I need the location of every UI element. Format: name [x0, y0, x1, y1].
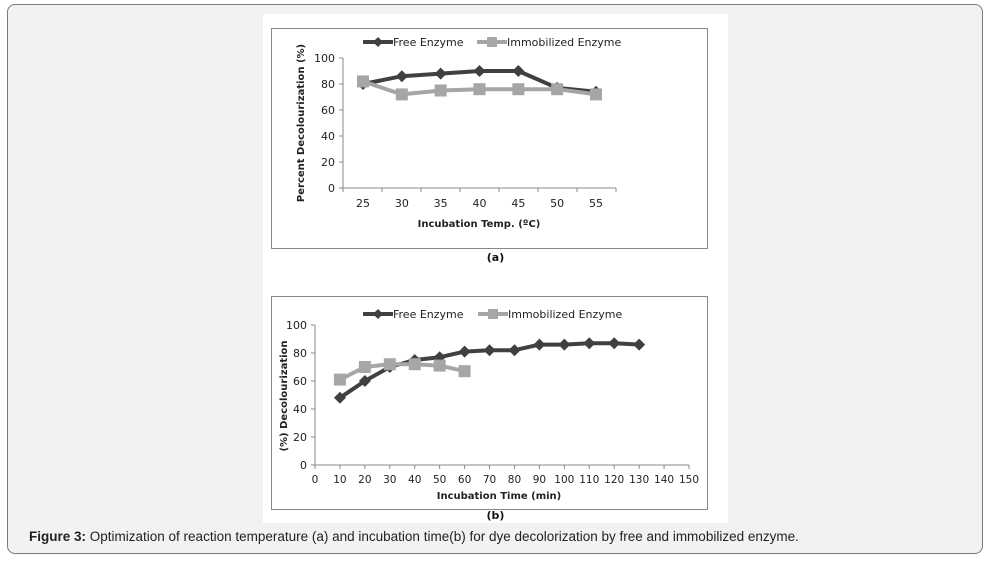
x-tick-label: 100: [554, 474, 574, 486]
figure-image: 0 20 40 60 80 100 25 30 35 40 45 50 55 Incubation Tem…: [263, 14, 728, 523]
chart-a-x-axis-title: Incubation Temp. (ºC): [418, 219, 541, 230]
data-point-free-enzyme: [533, 338, 546, 351]
data-point-immobilized-enzyme: [383, 358, 396, 371]
data-point-free-enzyme: [583, 337, 596, 350]
data-point-immobilized-enzyme: [458, 365, 471, 378]
chart-a-border: [271, 28, 708, 249]
legend-label-free-enzyme: Free Enzyme: [393, 308, 464, 321]
y-tick-label: 40: [293, 403, 307, 416]
data-point-immobilized-enzyme: [434, 84, 447, 97]
data-point-immobilized-enzyme: [590, 88, 602, 101]
legend-label-immobilized-enzyme: Immobilized Enzyme: [507, 36, 621, 49]
x-tick-label: 45: [511, 197, 525, 210]
legend-label-free-enzyme: Free Enzyme: [393, 36, 464, 49]
data-point-immobilized-enzyme: [358, 361, 371, 373]
data-point-free-enzyme: [633, 338, 646, 351]
chart-a-y-axis-title: Percent Decolourization (%): [296, 44, 307, 202]
data-point-immobilized-enzyme: [357, 75, 369, 88]
x-tick-label: 30: [383, 474, 396, 486]
x-tick-label: 110: [579, 474, 599, 486]
x-tick-label: 140: [654, 474, 674, 486]
chart-b-panel-label: (b): [486, 509, 505, 522]
x-tick-label: 150: [679, 474, 699, 486]
data-point-free-enzyme: [358, 375, 371, 387]
legend-marker-immobilized-enzyme: [488, 309, 498, 319]
data-point-immobilized-enzyme: [512, 83, 525, 96]
data-point-free-enzyme: [473, 65, 486, 77]
legend-marker-immobilized-enzyme: [487, 37, 497, 47]
data-point-immobilized-enzyme: [333, 373, 346, 386]
x-tick-label: 50: [550, 197, 564, 210]
caption-label: Figure 3:: [29, 529, 87, 544]
y-tick-label: 60: [293, 375, 307, 388]
y-tick-label: 80: [293, 347, 307, 360]
data-point-immobilized-enzyme: [433, 359, 446, 372]
legend-label-immobilized-enzyme: Immobilized Enzyme: [508, 308, 622, 321]
chart-b-x-axis-title: Incubation Time (min): [437, 491, 562, 502]
data-point-immobilized-enzyme: [473, 83, 486, 96]
x-tick-label: 90: [533, 474, 546, 486]
y-tick-label: 0: [300, 459, 307, 472]
y-tick-label: 100: [286, 319, 307, 332]
chart-b: 0 20 40 60 80 100 0 10 20 30 40 50 60 70 80 90 100 110 120…: [271, 296, 708, 510]
data-point-immobilized-enzyme: [551, 83, 564, 96]
x-tick-label: 25: [356, 197, 370, 210]
x-tick-label: 120: [604, 474, 624, 486]
y-tick-label: 20: [293, 431, 307, 444]
x-tick-label: 70: [483, 474, 496, 486]
data-point-immobilized-enzyme: [395, 88, 408, 101]
x-tick-label: 130: [629, 474, 649, 486]
y-tick-label: 100: [314, 52, 335, 65]
chart-b-border: [271, 296, 708, 510]
x-tick-label: 55: [589, 197, 603, 210]
legend-marker-free-enzyme: [373, 37, 383, 47]
x-tick-label: 50: [433, 474, 446, 486]
x-tick-label: 0: [312, 474, 319, 486]
data-point-free-enzyme: [608, 337, 621, 350]
figure-caption: Figure 3: Optimization of reaction tempe…: [29, 529, 799, 544]
data-point-free-enzyme: [508, 344, 521, 357]
x-tick-label: 40: [473, 197, 487, 210]
y-tick-label: 40: [321, 130, 335, 143]
x-tick-label: 60: [458, 474, 471, 486]
x-tick-label: 35: [434, 197, 448, 210]
data-point-free-enzyme: [395, 70, 408, 83]
data-point-free-enzyme: [483, 344, 496, 357]
y-tick-label: 0: [328, 182, 335, 195]
chart-a-panel-label: (a): [486, 251, 505, 264]
x-tick-label: 40: [408, 474, 421, 486]
data-point-immobilized-enzyme: [408, 358, 421, 371]
x-tick-label: 30: [395, 197, 409, 210]
x-tick-label: 80: [508, 474, 521, 486]
data-point-free-enzyme: [333, 391, 346, 404]
data-point-free-enzyme: [458, 345, 471, 358]
legend-marker-free-enzyme: [373, 309, 383, 319]
chart-b-y-axis-title: (%) Decolourization: [279, 340, 290, 451]
data-point-free-enzyme: [558, 338, 571, 351]
x-tick-label: 20: [358, 474, 371, 486]
caption-text: Optimization of reaction temperature (a)…: [86, 529, 799, 544]
data-point-free-enzyme: [434, 67, 447, 80]
y-tick-label: 80: [321, 78, 335, 91]
x-tick-label: 10: [333, 474, 346, 486]
y-tick-label: 20: [321, 156, 335, 169]
y-tick-label: 60: [321, 104, 335, 117]
chart-a: 0 20 40 60 80 100 25 30 35 40 45 50 55 Incubation Tem…: [271, 28, 708, 249]
